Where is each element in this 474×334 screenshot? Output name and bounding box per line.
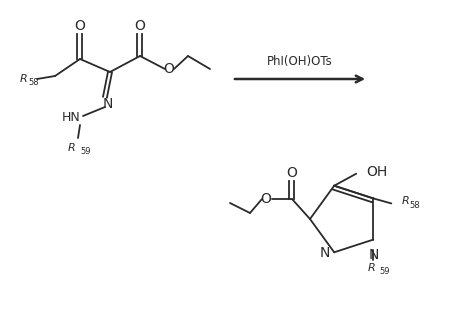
Text: PhI(OH)OTs: PhI(OH)OTs bbox=[267, 55, 333, 68]
Text: R: R bbox=[68, 143, 76, 153]
Text: O: O bbox=[74, 19, 85, 33]
Text: R: R bbox=[367, 263, 375, 273]
Text: O: O bbox=[261, 192, 272, 206]
Text: N: N bbox=[368, 247, 379, 262]
Text: O: O bbox=[135, 19, 146, 33]
Text: 59: 59 bbox=[80, 147, 91, 156]
Text: HN: HN bbox=[62, 111, 81, 124]
Text: 58: 58 bbox=[28, 77, 38, 87]
Text: O: O bbox=[287, 166, 298, 180]
Text: 58: 58 bbox=[410, 201, 420, 210]
Text: OH: OH bbox=[366, 165, 387, 179]
Text: N: N bbox=[320, 246, 330, 260]
Text: R: R bbox=[401, 196, 409, 206]
Text: O: O bbox=[164, 62, 174, 76]
Text: R: R bbox=[20, 74, 28, 84]
Text: N: N bbox=[103, 97, 113, 111]
Text: 59: 59 bbox=[379, 267, 390, 276]
